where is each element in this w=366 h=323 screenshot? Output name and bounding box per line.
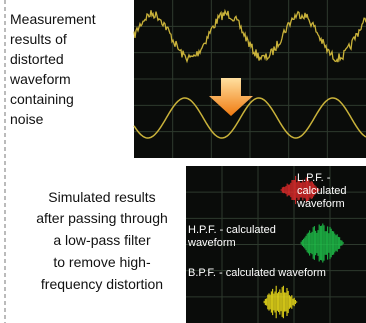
hpf-label: waveform — [187, 237, 236, 249]
note-line: noise — [10, 111, 44, 127]
note-line: distorted — [10, 51, 64, 67]
hpf-label: H.P.F. - calculated — [188, 224, 276, 236]
caption-line: Simulated results — [48, 189, 155, 205]
note-line: results of — [10, 31, 67, 47]
note-line: waveform — [9, 71, 71, 87]
bpf-label: B.P.F. - calculated waveform — [188, 267, 326, 279]
note-line: Measurement — [10, 11, 96, 27]
caption: Simulated results after passing through … — [36, 189, 168, 292]
lpf-label: waveform — [296, 198, 345, 210]
caption-line: a low-pass filter — [53, 232, 151, 248]
caption-line: after passing through — [36, 210, 168, 226]
figure: Measurement results of distorted wavefor… — [0, 0, 366, 323]
left-note: Measurement results of distorted wavefor… — [9, 11, 96, 127]
caption-line: frequency distortion — [41, 276, 163, 292]
caption-line: to remove high- — [53, 254, 151, 270]
note-line: containing — [10, 91, 74, 107]
measured-scope — [134, 0, 366, 158]
lpf-label: L.P.F. - — [297, 172, 331, 184]
lpf-label: calculated — [297, 185, 347, 197]
